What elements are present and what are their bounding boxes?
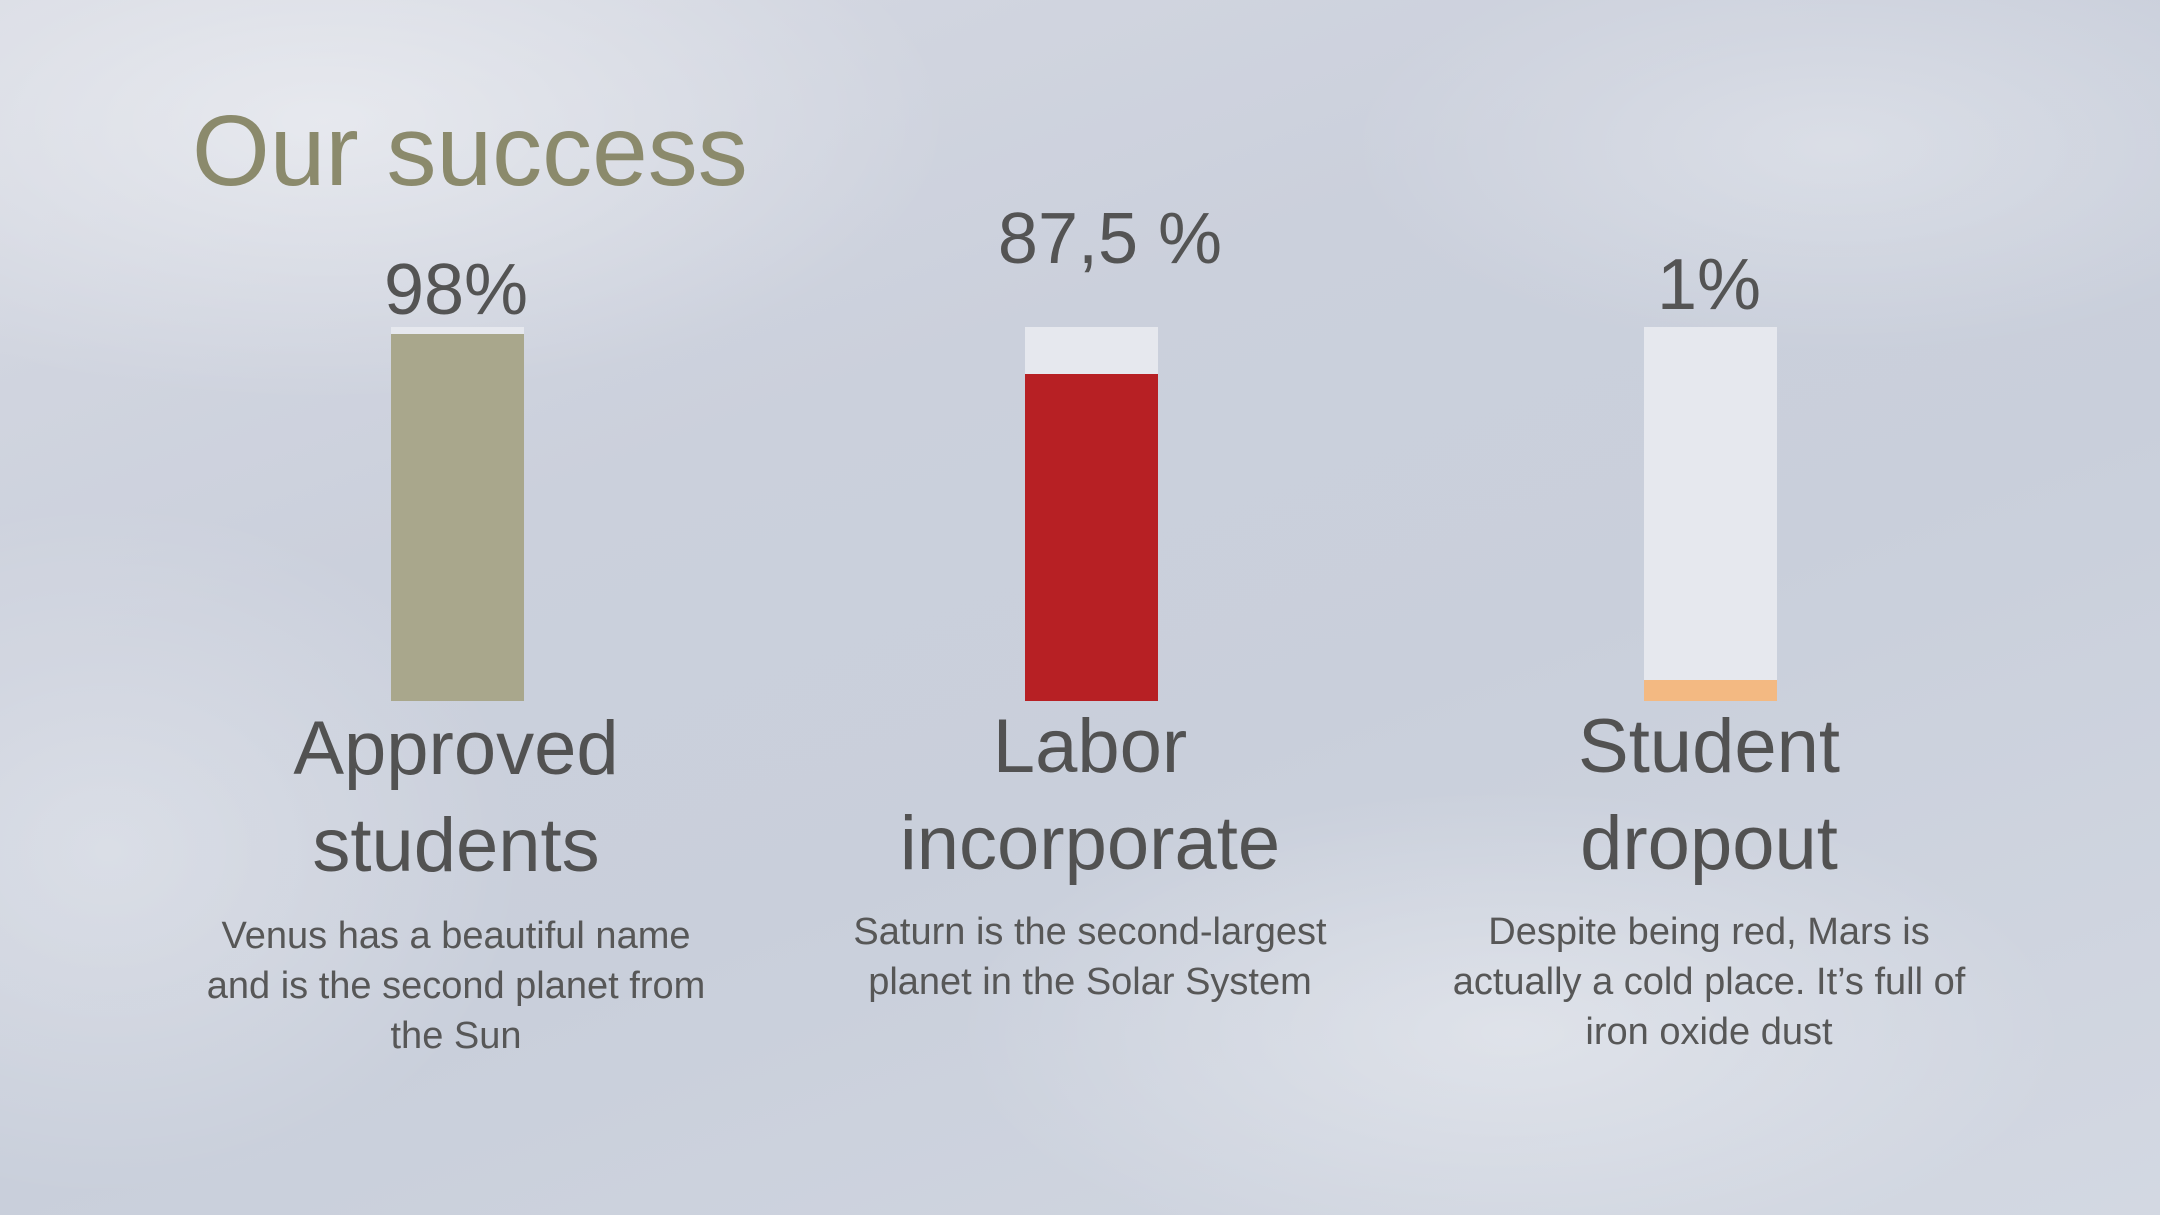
- slide-title: Our success: [192, 95, 748, 207]
- stat-percent-label: 1%: [1656, 245, 1762, 325]
- stat-description: Despite being red, Mars is actually a co…: [1452, 911, 1966, 1053]
- stat-student-dropout: 1% Student dropout Despite being red, Ma…: [1439, 0, 1979, 1215]
- progress-bar-track: [391, 327, 524, 701]
- progress-bar-fill: [1025, 373, 1158, 701]
- stat-approved-students: 98% Approved students Venus has a beauti…: [186, 0, 726, 1215]
- stat-labor-incorporate: 87,5 % Labor incorporate Saturn is the s…: [820, 0, 1360, 1215]
- stat-percent-label: 87,5 %: [997, 199, 1223, 279]
- progress-bar-fill: [391, 334, 524, 701]
- stat-description: Saturn is the second-largest planet in t…: [853, 911, 1327, 1003]
- progress-bar-fill: [1644, 680, 1777, 701]
- stat-heading: Approved students: [293, 706, 619, 888]
- stat-heading: Labor incorporate: [899, 704, 1281, 886]
- progress-bar-track: [1025, 327, 1158, 701]
- progress-bar-track: [1644, 327, 1777, 701]
- stat-percent-label: 98%: [383, 250, 529, 330]
- stat-description: Venus has a beautiful name and is the se…: [206, 915, 706, 1057]
- stat-heading: Student dropout: [1578, 704, 1840, 886]
